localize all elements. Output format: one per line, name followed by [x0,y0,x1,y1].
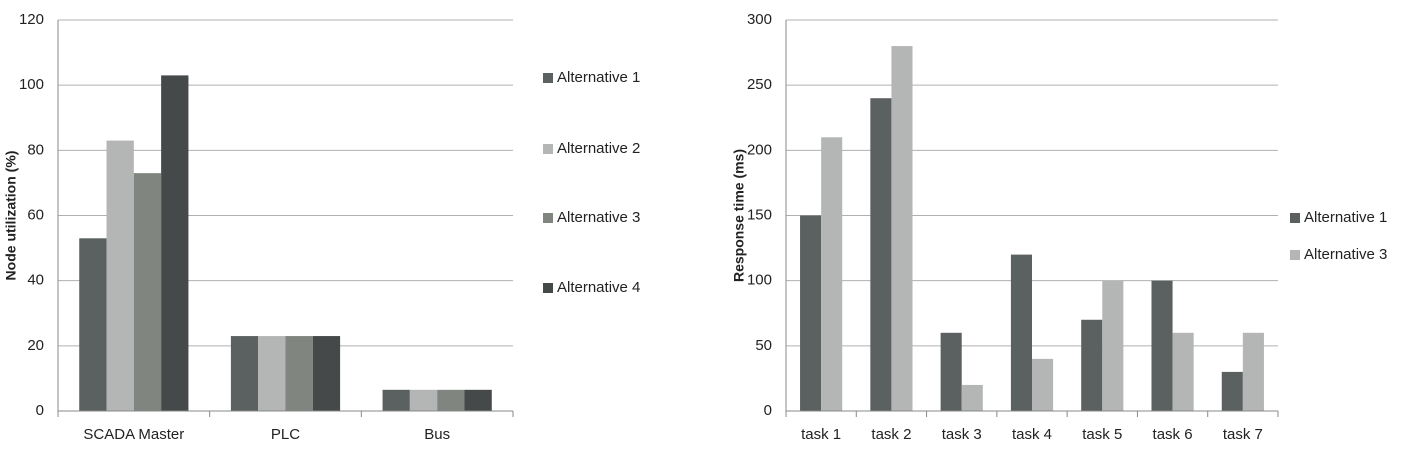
legend-label: Alternative 3 [557,209,640,226]
bar [79,238,107,411]
bar [961,384,983,411]
bar [464,389,492,411]
bar [940,332,962,411]
bar [258,336,286,411]
bar [1242,332,1264,411]
legend-label: Alternative 3 [1304,246,1387,263]
bar [891,46,913,412]
x-tick-label: task 7 [1223,426,1263,443]
y-tick-label: 60 [27,206,44,223]
legend-label: Alternative 2 [557,140,640,157]
bar [437,389,465,411]
legend-swatch [543,213,553,223]
bar [230,336,259,411]
y-tick-label: 40 [27,272,44,289]
bar [382,389,410,411]
bar [1221,371,1243,411]
y-tick-label: 100 [19,76,44,93]
bar [800,215,822,411]
bar [870,98,892,411]
bar [1010,254,1032,411]
bar [133,173,162,411]
y-tick-label: 50 [755,337,772,354]
y-axis-label: Response time (ms) [731,149,747,282]
x-tick-label: task 2 [871,426,911,443]
y-tick-label: 200 [747,141,772,158]
bar [821,137,843,412]
y-tick-label: 80 [27,141,44,158]
legend-label: Alternative 1 [557,69,640,86]
bar [161,75,189,412]
x-tick-label: Bus [424,426,450,443]
bar [1151,280,1173,411]
legend-label: Alternative 1 [1304,209,1387,226]
legend-label: Alternative 4 [557,279,640,296]
bar [106,140,134,411]
bar [312,336,341,411]
x-tick-label: task 1 [801,426,841,443]
y-tick-label: 0 [36,402,44,419]
bar [285,336,313,411]
x-tick-label: task 3 [942,426,982,443]
y-tick-label: 250 [747,76,772,93]
y-tick-label: 20 [27,337,44,354]
bar [1032,358,1054,411]
bar [1081,319,1103,411]
y-tick-label: 120 [19,11,44,28]
bar [1172,332,1194,411]
y-axis-label: Node utilization (%) [3,151,19,281]
x-tick-label: PLC [271,426,300,443]
legend-swatch [1290,213,1300,223]
legend-swatch [543,73,553,83]
legend-swatch [1290,250,1300,260]
legend-swatch [543,283,553,293]
x-tick-label: task 4 [1012,426,1052,443]
x-tick-label: task 5 [1082,426,1122,443]
y-tick-label: 300 [747,11,772,28]
legend-swatch [543,144,553,154]
y-tick-label: 0 [764,402,772,419]
bar [409,389,438,411]
x-tick-label: task 6 [1153,426,1193,443]
y-tick-label: 100 [747,272,772,289]
x-tick-label: SCADA Master [83,426,184,443]
y-tick-label: 150 [747,206,772,223]
bar [1102,280,1124,411]
